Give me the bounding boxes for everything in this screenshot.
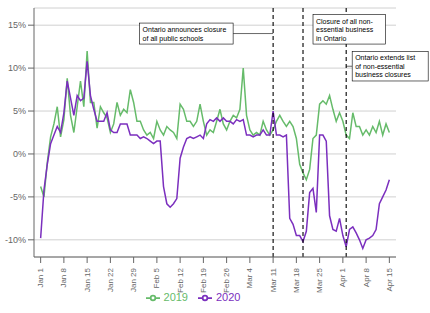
svg-text:Mar 11: Mar 11 <box>269 267 278 292</box>
svg-text:10%: 10% <box>8 63 26 73</box>
html-text:2019: 2019 <box>163 291 188 303</box>
svg-text:Jan 15: Jan 15 <box>83 267 92 292</box>
svg-text:0%: 0% <box>13 149 26 159</box>
svg-text:Jan 1: Jan 1 <box>36 267 45 287</box>
svg-text:Mar 4: Mar 4 <box>245 267 254 288</box>
svg-text:-5%: -5% <box>10 192 26 202</box>
svg-text:Feb 19: Feb 19 <box>199 267 208 292</box>
svg-text:Jan 29: Jan 29 <box>129 267 138 292</box>
svg-text:Mar 25: Mar 25 <box>315 267 324 292</box>
svg-text:Jan 22: Jan 22 <box>106 267 115 292</box>
svg-text:15%: 15% <box>8 20 26 30</box>
svg-text:Apr 1: Apr 1 <box>338 267 347 287</box>
svg-text:Feb 5: Feb 5 <box>152 267 161 288</box>
svg-text:Feb 26: Feb 26 <box>222 267 231 292</box>
svg-text:Mar 18: Mar 18 <box>292 267 301 292</box>
svg-text:Ontario announces closureof al: Ontario announces closureof all public s… <box>143 26 227 43</box>
svg-text:Jan 8: Jan 8 <box>59 267 68 287</box>
svg-text:Apr 15: Apr 15 <box>385 267 394 291</box>
svg-text:Feb 12: Feb 12 <box>176 267 185 292</box>
html-text:2020: 2020 <box>216 291 241 303</box>
svg-text:Apr 8: Apr 8 <box>362 267 371 287</box>
svg-text:Ontario extends listof non-ess: Ontario extends listof non-essentialbusi… <box>355 54 415 78</box>
svg-text:5%: 5% <box>13 106 26 116</box>
svg-text:-10%: -10% <box>8 235 26 245</box>
svg-text:Closure of all non-essential b: Closure of all non-essential businessin … <box>316 18 374 42</box>
